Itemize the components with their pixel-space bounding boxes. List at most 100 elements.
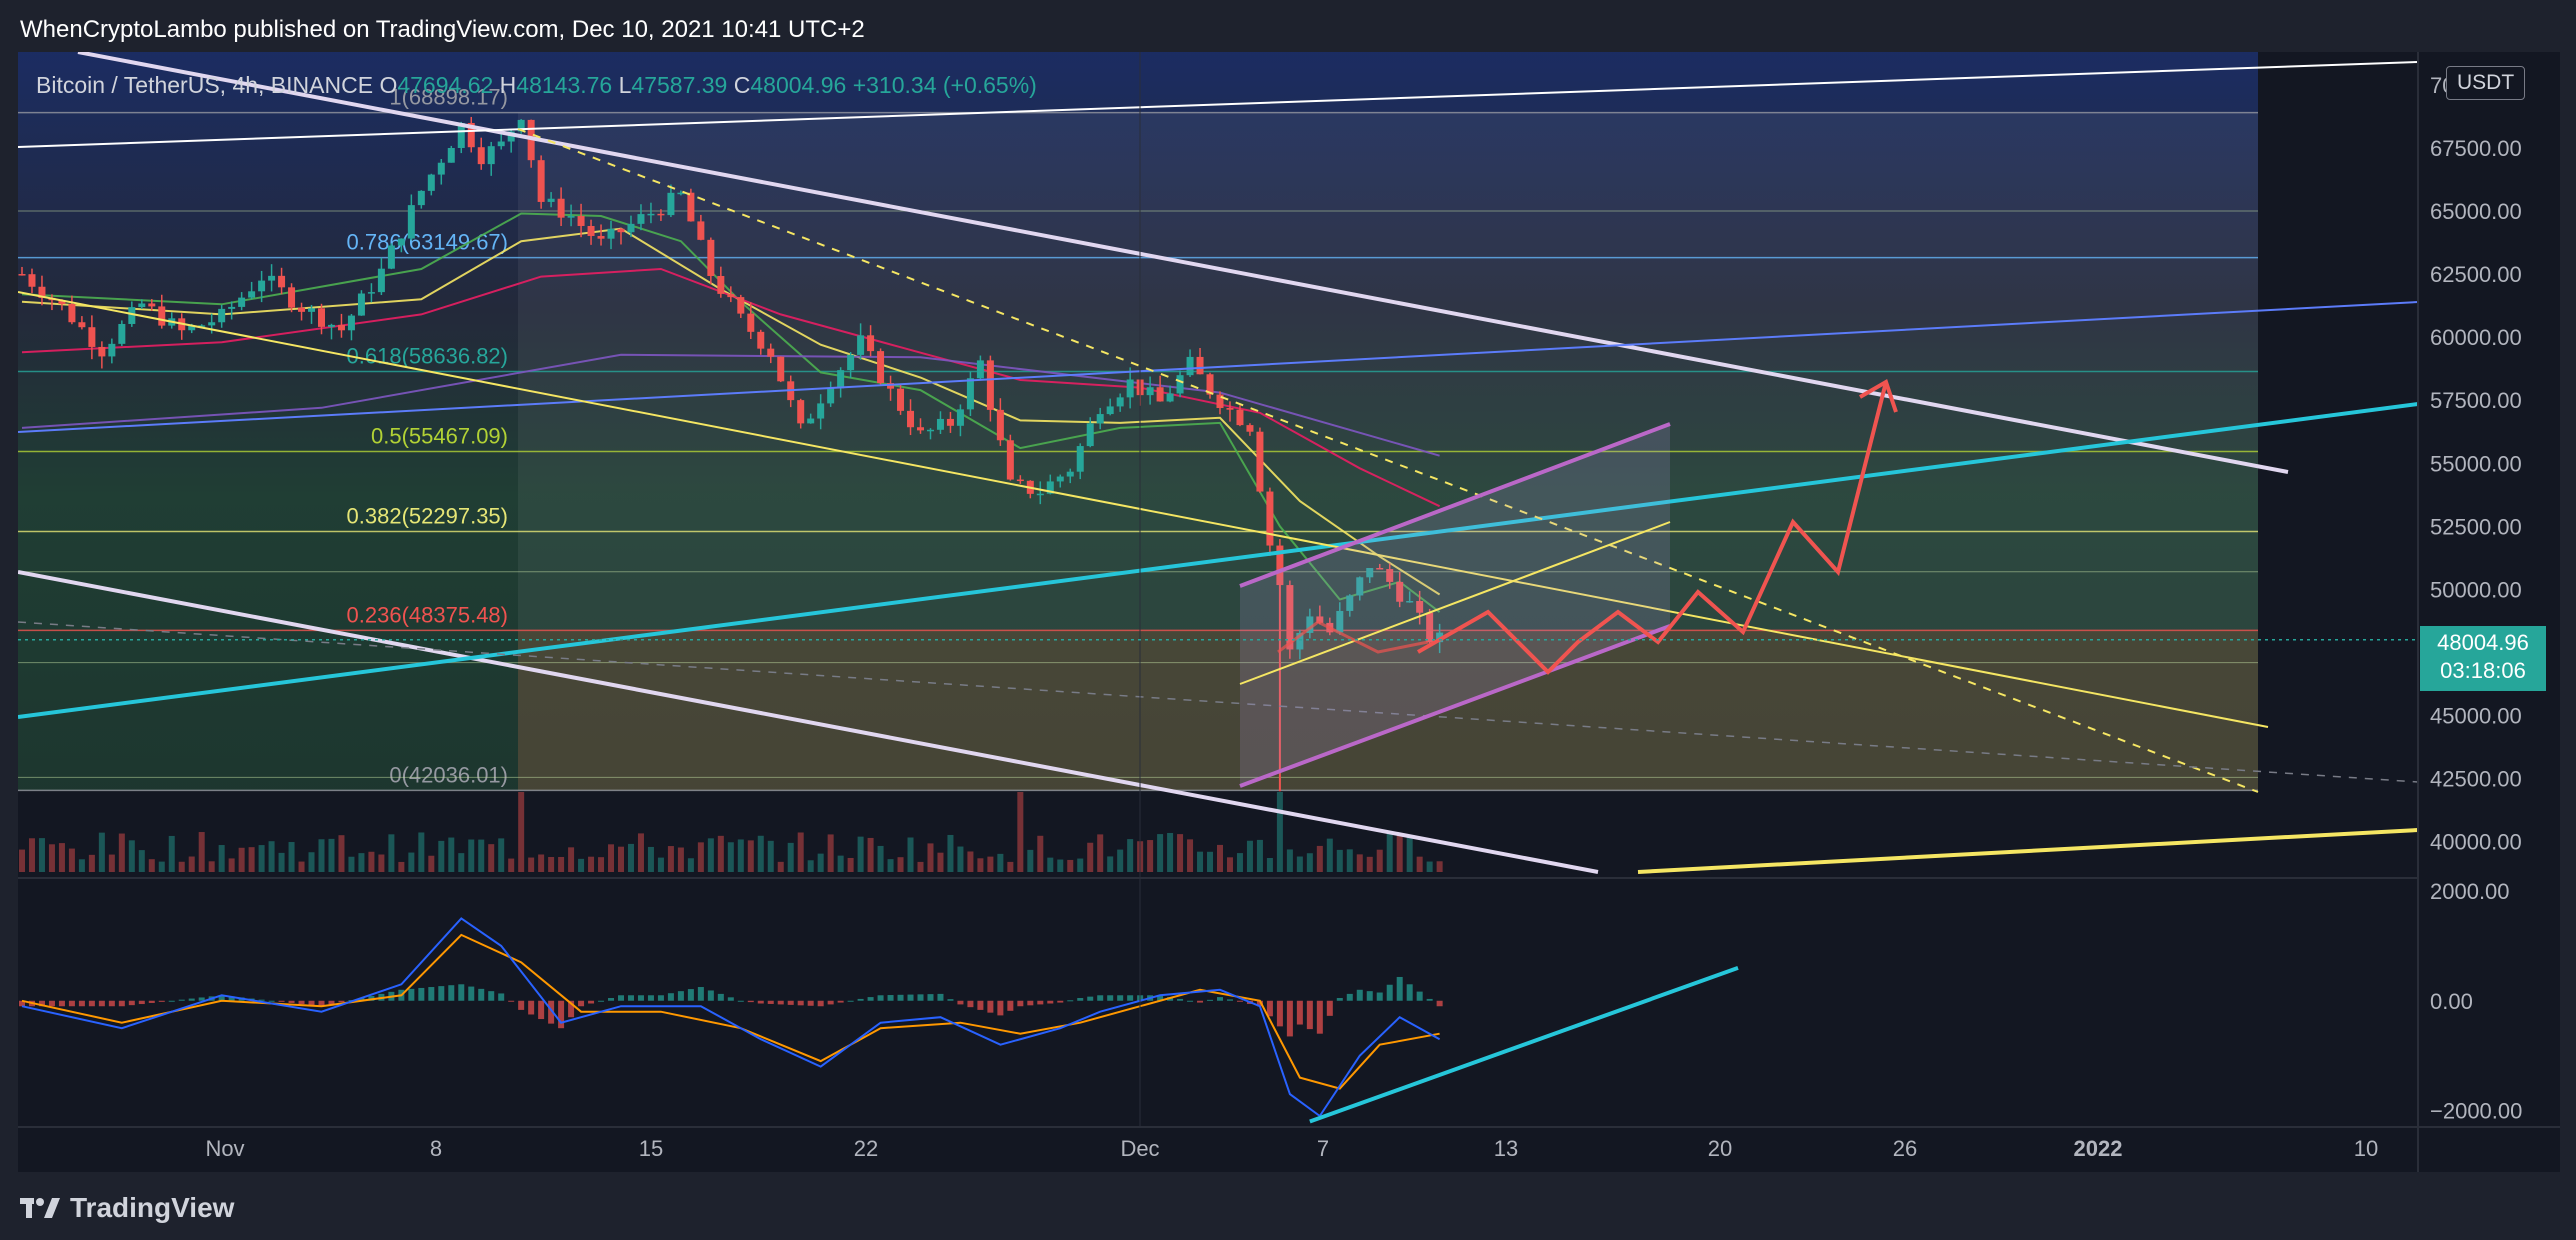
volume-bar [997,853,1004,872]
macd-histogram-bar [787,1000,794,1005]
volume-bar [168,835,175,872]
date-tick-label: 26 [1893,1136,1917,1161]
volume-bar [1007,861,1014,872]
candle-body [1076,446,1084,472]
candle-body [587,225,595,236]
macd-histogram-bar [228,996,235,1001]
fib-label: 0.5(55467.09) [371,423,508,448]
volume-bar [158,861,165,872]
volume-bar [19,849,25,872]
macd-histogram-bar [1286,1000,1293,1037]
macd-histogram-bar [1047,1000,1054,1004]
volume-bar [108,854,115,872]
moving-average-line [21,212,1441,613]
macd-histogram-bar [148,1000,155,1003]
top-resistance-line [18,61,2419,148]
volume-bar [68,848,75,872]
macd-histogram-bar [38,1000,45,1007]
macd-histogram-bar [1057,1000,1064,1003]
volume-bar [178,861,185,872]
volume-bar [1177,834,1184,872]
tradingview-logo-icon [20,1198,60,1218]
candle-body [477,147,485,165]
macd-histogram-bar [1346,993,1353,1001]
candle-body [377,268,385,293]
candle-body [667,192,675,216]
candle-body [108,343,116,357]
candle-body [847,354,855,371]
volume-bar [797,832,804,872]
date-tick-label: 22 [854,1136,878,1161]
channel-mid-line [1239,521,1671,685]
candle-body [1126,379,1134,398]
volume-bar [138,850,145,872]
macd-histogram-bar [338,1000,345,1003]
volume-bar [288,842,295,872]
macd-histogram-bar [637,995,644,1001]
candle-body [68,304,76,323]
volume-bar [48,844,55,872]
macd-histogram-bar [1117,995,1124,1001]
candle-body [1246,425,1254,432]
macd-histogram-bar [518,1000,525,1010]
volume-bar [458,853,465,872]
macd-histogram-bar [48,1000,55,1007]
volume-bar [1127,839,1134,872]
macd-histogram-bar [458,984,465,1001]
macd-histogram-bar [1366,991,1373,1001]
macd-histogram-bar [847,1000,854,1002]
candle-body [907,410,915,428]
macd-histogram-bar [108,1000,115,1007]
candle-body [487,146,495,165]
candle-body [627,223,635,233]
macd-tick-label: −2000.00 [2430,1099,2522,1124]
macd-histogram-bar [1336,998,1343,1001]
macd-histogram-bar [578,1000,585,1007]
price-tick-label: 60000.00 [2430,325,2522,350]
macd-histogram-bar [568,1000,575,1018]
fibonacci-levels: 1(68898.17) 0.786(63149.67) 0.618(58636.82… [18,85,2258,792]
date-tick-label: 8 [430,1136,442,1161]
volume-bar [1047,857,1054,872]
candle-body [1016,479,1024,482]
price-tick-label: 45000.00 [2430,704,2522,729]
candle-body [337,324,345,331]
volume-bar [657,857,664,872]
volume-bar [358,853,365,872]
footer: TradingView [20,1188,234,1228]
macd-histogram-bar [558,1000,565,1029]
macd-histogram-bar [168,1000,175,1002]
volume-bar [837,855,844,872]
symbol-name: Bitcoin / TetherUS, 4h, BINANCE [36,72,374,98]
chart-canvas[interactable]: 1(68898.17) 0.786(63149.67) 0.618(58636.82… [18,52,2560,1172]
macd-histogram-bar [997,1000,1004,1016]
candle-body [1336,610,1344,633]
volume-bar [927,843,934,872]
volume-bar [917,861,924,872]
macd-histogram-bar [358,998,365,1001]
price-tick-label: 62500.00 [2430,262,2522,287]
candle-body [1086,423,1094,447]
volume-bar [268,841,275,872]
volume-bar [1017,792,1024,872]
macd-histogram-bar [1236,1000,1243,1002]
candle-body [357,293,365,316]
candle-body [727,293,735,298]
macd-histogram-bar [767,1000,774,1004]
volume-bar [697,842,704,872]
candle-body [1256,431,1264,492]
candle-body [78,322,86,328]
volume-bar [478,839,485,872]
currency-unit-button[interactable]: USDT [2446,66,2526,100]
symbol-legend: Bitcoin / TetherUS, 4h, BINANCE O47694.6… [36,72,1037,99]
date-tick-label: 15 [639,1136,663,1161]
candle-body [887,383,895,389]
candle-body [757,331,765,349]
volume-bar [1286,849,1293,872]
candle-body [1316,616,1324,623]
price-tick-label: 57500.00 [2430,388,2522,413]
close-label: C [733,72,751,98]
candle-body [737,297,745,314]
volume-bar [488,844,495,872]
volume-bar [1436,861,1443,872]
